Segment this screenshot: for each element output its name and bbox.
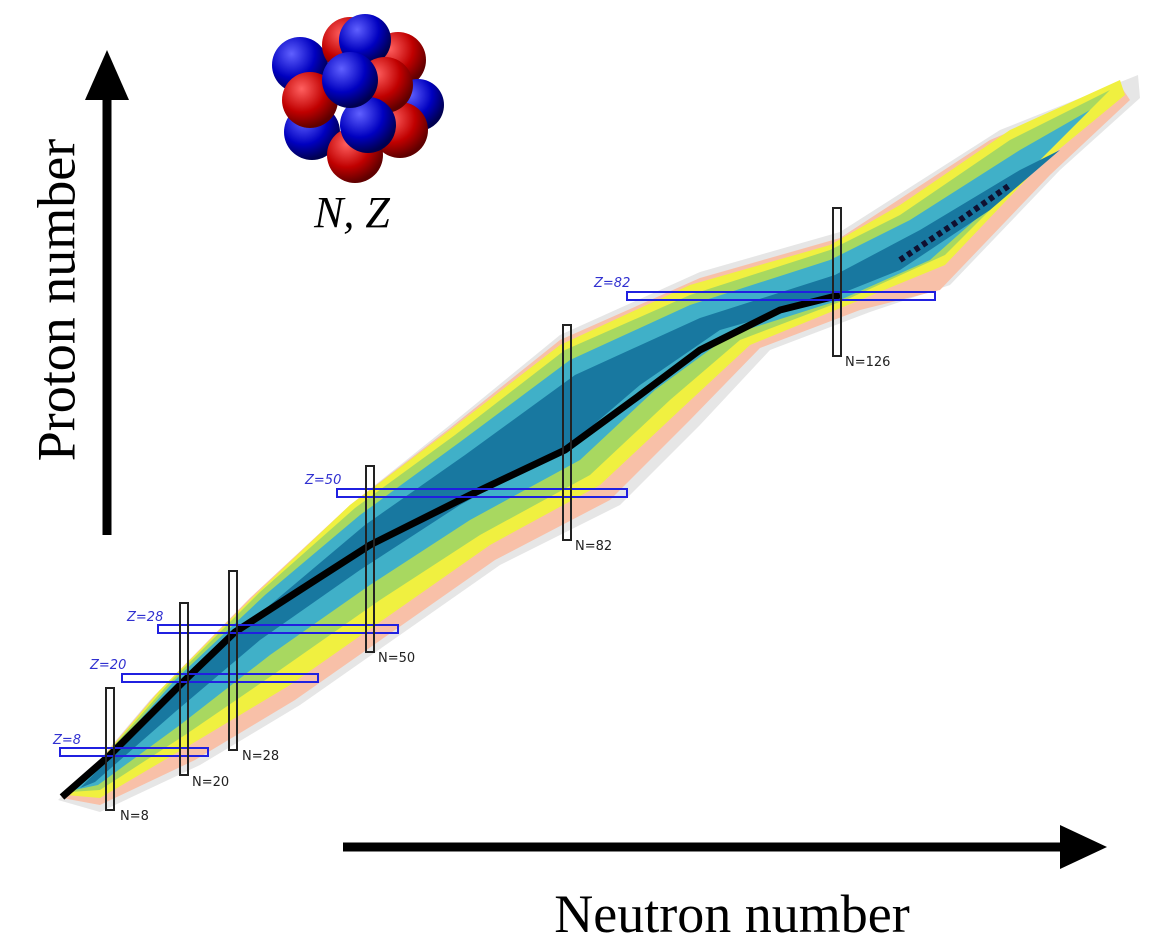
proton-magic-box <box>121 673 319 683</box>
magic-number-lines: Z=8 Z=20 Z=28 Z=50 Z=82 N=8 N=20 N=28 N=50 N=82 N=… <box>52 207 936 824</box>
x-axis-label: Neutron number <box>554 884 909 939</box>
nucleus-label: N, Z <box>313 188 390 237</box>
neutron-magic-box <box>832 207 842 357</box>
nucleus-icon <box>272 14 444 183</box>
neutron-magic-box <box>105 687 115 811</box>
proton-magic-label: Z=20 <box>89 658 126 673</box>
neutron-magic-label: N=82 <box>575 539 612 554</box>
neutron-magic-label: N=8 <box>120 809 149 824</box>
proton-axis-arrow <box>85 50 129 535</box>
proton-magic-box <box>626 291 936 301</box>
neutron-magic-label: N=50 <box>378 651 415 666</box>
proton-magic-label: Z=82 <box>593 276 630 291</box>
proton-magic-label: Z=8 <box>52 733 81 748</box>
proton-magic-box <box>59 747 209 757</box>
neutron-magic-box <box>179 602 189 776</box>
proton-magic-label: Z=50 <box>304 473 341 488</box>
neutron-magic-label: N=20 <box>192 775 229 790</box>
neutron-magic-box <box>365 465 375 653</box>
neutron-magic-box <box>228 570 238 751</box>
neutron-magic-box <box>562 324 572 541</box>
nuclide-chart <box>58 75 1140 812</box>
neutron-axis-arrow <box>343 825 1107 869</box>
proton-magic-label: Z=28 <box>126 610 163 625</box>
neutron-magic-label: N=126 <box>845 355 890 370</box>
proton-magic-box <box>157 624 399 634</box>
proton-magic-box <box>336 488 628 498</box>
y-axis-label: Proton number <box>26 139 86 461</box>
neutron-magic-label: N=28 <box>242 749 279 764</box>
